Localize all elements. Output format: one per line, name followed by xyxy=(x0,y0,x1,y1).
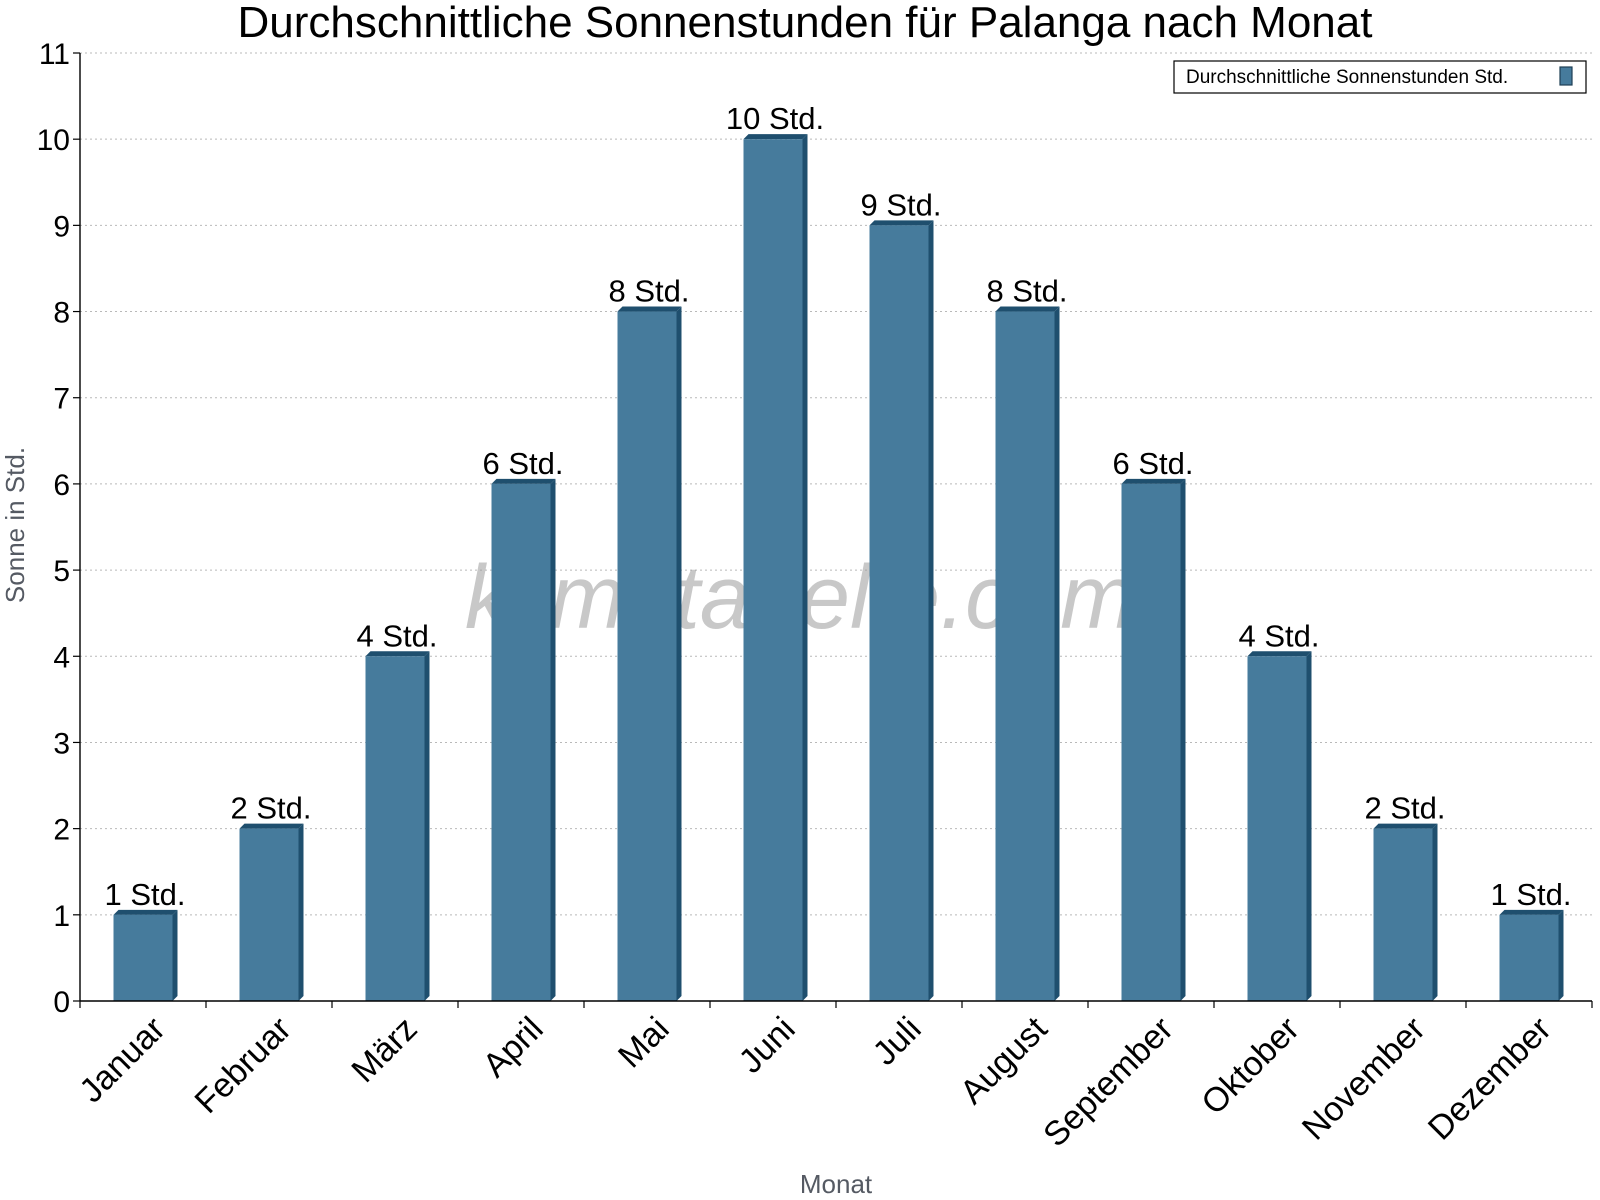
bar-top-face xyxy=(743,134,808,140)
bar-front-face xyxy=(743,139,803,1001)
y-tick-label: 11 xyxy=(39,38,70,71)
bar-front-face xyxy=(995,311,1055,1002)
bar-mai xyxy=(617,306,682,1002)
data-label: 1 Std. xyxy=(105,877,186,912)
legend-label: Durchschnittliche Sonnenstunden Std. xyxy=(1186,67,1508,88)
bar-side-face xyxy=(1558,909,1564,1001)
bar-front-face xyxy=(869,225,929,1001)
bar-side-face xyxy=(1432,823,1438,1001)
bar-side-face xyxy=(802,134,808,1001)
bar-april xyxy=(491,478,556,1002)
bar-september xyxy=(1121,478,1186,1002)
y-tick-label: 9 xyxy=(53,210,70,243)
bars xyxy=(113,134,1564,1002)
bar-side-face xyxy=(928,220,934,1001)
bar-top-face xyxy=(113,909,178,915)
bar-top-face xyxy=(617,306,682,312)
legend-swatch xyxy=(1559,66,1573,86)
x-tick-label: Juli xyxy=(866,1010,929,1073)
data-label: 4 Std. xyxy=(1239,618,1320,653)
bar-top-face xyxy=(239,823,304,829)
bar-side-face xyxy=(1306,651,1312,1001)
data-label: 4 Std. xyxy=(357,618,438,653)
legend-box xyxy=(1173,60,1587,94)
y-tick-label: 2 xyxy=(53,814,70,847)
bar-top-face xyxy=(1373,823,1438,829)
bar-januar xyxy=(113,909,178,1001)
x-tick-label: Januar xyxy=(72,1010,172,1110)
data-label: 1 Std. xyxy=(1491,877,1572,912)
x-tick-label: Oktober xyxy=(1194,1010,1306,1122)
bar-front-face xyxy=(113,914,173,1001)
bar-oktober xyxy=(1247,651,1312,1001)
y-axis-label: Sonne in Std. xyxy=(0,447,30,603)
y-tick-label: 6 xyxy=(53,469,70,502)
bar-august xyxy=(995,306,1060,1002)
x-tick-label: Februar xyxy=(188,1010,299,1121)
bar-front-face xyxy=(365,656,425,1001)
data-label: 10 Std. xyxy=(726,101,824,136)
y-tick-label: 7 xyxy=(53,383,70,416)
bar-side-face xyxy=(172,909,178,1001)
bar-side-face xyxy=(298,823,304,1001)
y-tick-label: 8 xyxy=(53,297,70,330)
x-axis-label: Monat xyxy=(800,1169,873,1199)
x-tick-labels: Januar Februar März April Mai Juni Juli AugustS… xyxy=(72,1009,1558,1154)
bar-märz xyxy=(365,651,430,1001)
axes xyxy=(73,52,1593,1008)
data-label: 2 Std. xyxy=(231,791,312,826)
data-label: 6 Std. xyxy=(483,446,564,481)
bar-november xyxy=(1373,823,1438,1001)
bar-side-face xyxy=(1180,478,1186,1002)
y-tick-label: 4 xyxy=(53,641,70,674)
data-label: 2 Std. xyxy=(1365,791,1446,826)
bar-top-face xyxy=(1247,651,1312,657)
x-tick-label: März xyxy=(344,1010,424,1090)
y-tick-label: 0 xyxy=(53,986,70,1019)
legend: Durchschnittliche Sonnenstunden Std. xyxy=(1173,60,1587,94)
bar-juli xyxy=(869,220,934,1001)
bar-dezember xyxy=(1499,909,1564,1001)
x-tick-label: April xyxy=(476,1010,551,1085)
bar-top-face xyxy=(365,651,430,657)
x-tick-label: August xyxy=(953,1009,1055,1111)
bar-front-face xyxy=(617,311,677,1002)
bar-side-face xyxy=(1054,306,1060,1002)
x-tick-label: Dezember xyxy=(1421,1010,1559,1148)
x-tick-label: Mai xyxy=(611,1010,677,1076)
bar-top-face xyxy=(1121,478,1186,484)
x-tick-label: Juni xyxy=(732,1010,803,1081)
y-tick-label: 10 xyxy=(37,124,70,157)
bar-februar xyxy=(239,823,304,1001)
bar-front-face xyxy=(239,828,299,1001)
data-label: 6 Std. xyxy=(1113,446,1194,481)
bar-front-face xyxy=(1499,914,1559,1001)
data-label: 9 Std. xyxy=(861,187,942,222)
chart-title: Durchschnittliche Sonnenstunden für Pala… xyxy=(238,0,1373,47)
bar-top-face xyxy=(995,306,1060,312)
y-tick-labels: 0 1 2 3 4 5 6 7 8 9 10 11 xyxy=(37,38,70,1019)
gridlines xyxy=(80,52,1592,916)
data-label: 8 Std. xyxy=(609,274,690,309)
y-tick-label: 5 xyxy=(53,555,70,588)
bar-front-face xyxy=(491,483,551,1002)
bar-top-face xyxy=(1499,909,1564,915)
data-label: 8 Std. xyxy=(987,274,1068,309)
bar-top-face xyxy=(869,220,934,226)
bar-side-face xyxy=(676,306,682,1002)
bar-front-face xyxy=(1373,828,1433,1001)
bar-front-face xyxy=(1121,483,1181,1002)
y-tick-label: 1 xyxy=(53,900,70,933)
x-tick-label: September xyxy=(1036,1010,1180,1154)
y-tick-label: 3 xyxy=(53,727,70,760)
bar-side-face xyxy=(424,651,430,1001)
bar-side-face xyxy=(550,478,556,1002)
data-labels: 1 Std. 2 Std. 4 Std. 6 Std. 8 Std. 10 Std. 9 S… xyxy=(105,101,1572,912)
bar-top-face xyxy=(491,478,556,484)
bar-front-face xyxy=(1247,656,1307,1001)
x-tick-label: November xyxy=(1295,1010,1433,1148)
bar-juni xyxy=(743,134,808,1001)
